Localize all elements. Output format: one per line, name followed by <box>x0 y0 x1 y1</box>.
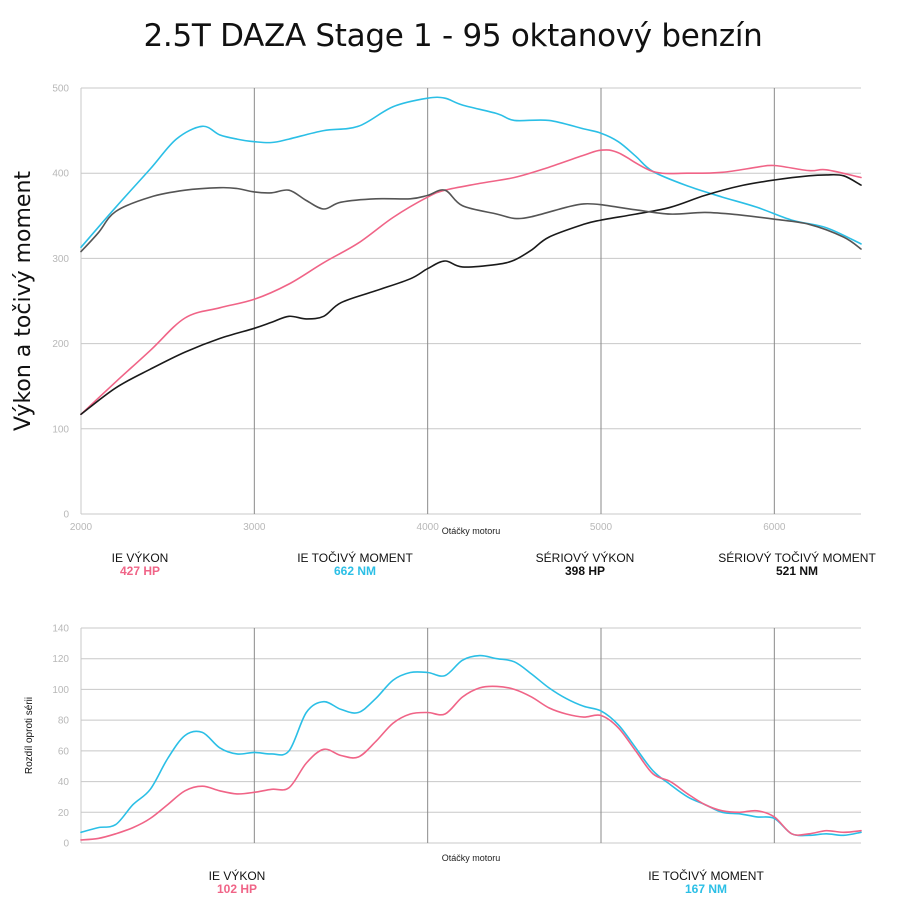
y-tick-label: 140 <box>52 624 69 635</box>
legend-value: 521 NM <box>775 564 819 578</box>
legend-value: 662 NM <box>333 564 377 578</box>
y-tick-label: 0 <box>63 510 69 521</box>
legend-ie-power: IE VÝKON 427 HP <box>112 552 169 578</box>
y-tick-label: 40 <box>58 777 70 788</box>
series-line-ie-to-iv-moment <box>80 96 862 249</box>
y-axis-title: Výkon a točivý moment <box>11 171 36 431</box>
legend-label: SÉRIOVÝ TOČIVÝ MOMENT <box>718 551 876 565</box>
y-tick-label: 300 <box>52 254 69 265</box>
series-line-ie-v-kon <box>80 149 862 416</box>
series-line-s-riov-v-kon <box>80 173 862 416</box>
y-tick-label: 200 <box>52 339 69 350</box>
y-tick-label: 400 <box>52 169 69 180</box>
legend-label: IE TOČIVÝ MOMENT <box>648 869 764 883</box>
difference-chart: 0 20 40 60 80 100 120 140 Otáčky motoru Rozdíl op… <box>24 624 862 863</box>
x-tick-label: 2000 <box>70 522 93 533</box>
x-tick-label: 6000 <box>763 522 786 533</box>
y-tick-label: 80 <box>58 716 70 727</box>
x-tick-label: 3000 <box>243 522 266 533</box>
y-tick-label: 100 <box>52 424 69 435</box>
legend-label: IE VÝKON <box>111 551 169 565</box>
chart-title: 2.5T DAZA Stage 1 - 95 oktanový benzín <box>143 18 763 54</box>
legend-diff-torque: IE TOČIVÝ MOMENT 167 NM <box>648 870 764 896</box>
y-tick-label: 0 <box>63 839 69 850</box>
legend-value: 398 HP <box>564 564 606 578</box>
y-tick-label: 120 <box>52 654 69 665</box>
x-tick-label: 5000 <box>590 522 613 533</box>
legend-label: IE TOČIVÝ MOMENT <box>297 551 413 565</box>
y-tick-label: 500 <box>52 84 69 95</box>
legend-stock-power: SÉRIOVÝ VÝKON 398 HP <box>536 552 635 578</box>
x-tick-label: 4000 <box>417 522 440 533</box>
series-line-s-riov-to-iv-moment <box>80 186 862 253</box>
legend-label: IE VÝKON <box>208 869 266 883</box>
main-chart: 0 100 200 300 400 500 2000 3000 4000 5000 6000 Otáč… <box>11 84 862 536</box>
legend-value: 167 NM <box>684 882 728 896</box>
legend-diff-power: IE VÝKON 102 HP <box>209 870 266 896</box>
y-axis-title: Rozdíl oproti sérii <box>24 697 35 774</box>
legend-label: SÉRIOVÝ VÝKON <box>535 551 635 565</box>
series-line-ie-v-kon <box>80 685 862 841</box>
y-tick-label: 20 <box>58 808 70 819</box>
y-tick-label: 60 <box>58 746 70 757</box>
x-axis-title: Otáčky motoru <box>442 853 501 863</box>
x-axis-title: Otáčky motoru <box>442 526 501 536</box>
legend-value: 102 HP <box>216 882 258 896</box>
legend-ie-torque: IE TOČIVÝ MOMENT 662 NM <box>297 552 413 578</box>
y-tick-label: 100 <box>52 685 69 696</box>
legend-value: 427 HP <box>119 564 161 578</box>
series-line-ie-to-iv-moment <box>80 654 862 837</box>
legend-stock-torque: SÉRIOVÝ TOČIVÝ MOMENT 521 NM <box>718 552 876 578</box>
